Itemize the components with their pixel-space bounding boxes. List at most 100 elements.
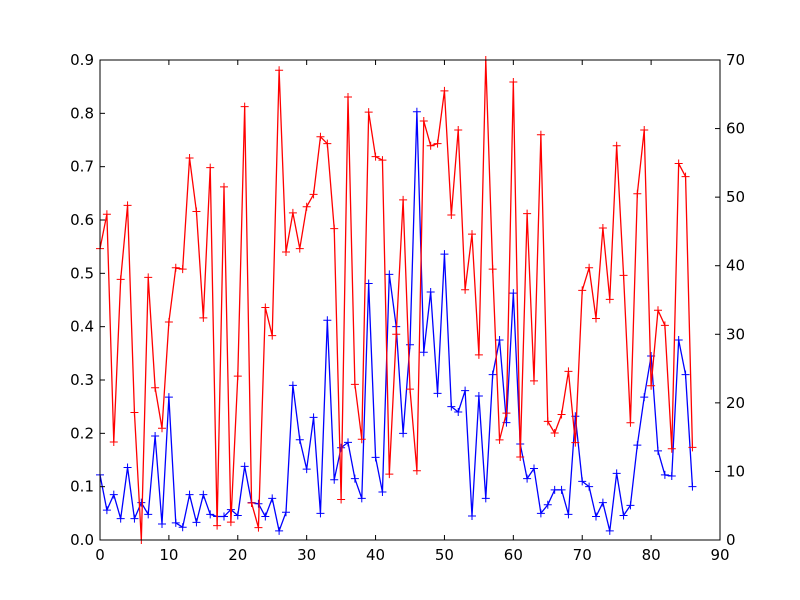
series-point-right (220, 182, 228, 191)
series-point-right (488, 265, 497, 274)
series-point-left (344, 438, 352, 447)
series-point-left (536, 509, 545, 518)
series-point-left (543, 500, 552, 509)
series-point-left (185, 490, 194, 499)
series-point-left (275, 526, 284, 535)
series-point-left (660, 470, 669, 479)
series-point-left (495, 336, 504, 344)
series-point-right (578, 286, 587, 295)
series-point-left (350, 474, 359, 483)
series-point-right (681, 172, 690, 181)
series-point-right (619, 271, 628, 280)
y-tick-label-right: 10 (726, 462, 745, 480)
series-point-left (426, 288, 435, 296)
series-point-right (426, 141, 435, 150)
x-tick-label: 90 (710, 546, 729, 564)
series-point-left (151, 432, 160, 440)
series-point-left (564, 510, 573, 519)
y-axis-right: 0 10 20 30 40 50 60 70 (715, 51, 745, 549)
series-point-left (192, 518, 201, 527)
series-point-left (130, 514, 139, 523)
series-point-left (461, 386, 470, 395)
series-point-right (612, 141, 621, 150)
y-tick-label-right: 60 (726, 120, 745, 138)
series-point-left (592, 512, 600, 521)
series-point-right (447, 210, 456, 219)
series-point-right (337, 495, 346, 504)
series-point-right (371, 152, 380, 161)
series-point-right (385, 470, 394, 479)
series-point-left (399, 429, 408, 438)
series-point-left (123, 463, 132, 472)
series-point-right (592, 314, 600, 323)
series-point-left (509, 289, 518, 298)
series-point-left (171, 518, 180, 527)
series-point-right (626, 418, 635, 427)
series-point-right (406, 385, 414, 394)
series-point-right (571, 438, 580, 447)
series-point-right (419, 117, 428, 126)
series-point-left (440, 250, 449, 259)
y-tick-label-left: 0.7 (70, 158, 94, 176)
series-point-right (116, 275, 125, 284)
series-point-left (268, 494, 277, 503)
series-point-right (557, 410, 566, 419)
series-point-right (688, 443, 697, 452)
x-tick-label: 40 (366, 546, 385, 564)
series-point-right (192, 207, 201, 216)
series-point-right (530, 376, 538, 385)
series-point-left (288, 381, 297, 390)
series-point-left (406, 340, 414, 349)
series-point-right (516, 453, 525, 462)
series-point-left (240, 462, 249, 471)
series-point-right (123, 201, 132, 210)
series-point-right (550, 429, 559, 438)
series-point-left (667, 472, 676, 480)
y-axis-left: 0.0 0.1 0.2 0.3 0.4 0.5 0.6 0.7 0.8 0.9 (70, 51, 105, 549)
series-point-right (316, 132, 325, 141)
series-point-right (330, 224, 339, 233)
series-point-left (454, 408, 463, 416)
series-point-right (282, 248, 290, 256)
series-point-right (240, 102, 249, 111)
series-point-right (654, 306, 662, 315)
series-point-right (261, 303, 270, 312)
series-point-right (674, 159, 683, 168)
series-point-right (633, 189, 642, 198)
series-point-right (109, 437, 118, 446)
series-point-right (536, 130, 545, 139)
series-point-left (261, 512, 270, 521)
series-point-left (330, 475, 339, 484)
y-tick-label-right: 70 (726, 51, 745, 69)
series-point-left (626, 501, 635, 510)
series-point-left (612, 469, 621, 478)
x-tick-label: 20 (228, 546, 247, 564)
x-tick-label: 50 (435, 546, 454, 564)
y-tick-label-left: 0.0 (70, 531, 94, 549)
series-point-right (185, 154, 194, 163)
series-point-left (206, 510, 215, 519)
series-point-right (564, 367, 573, 376)
series-point-left (557, 485, 566, 494)
x-tick-label: 30 (297, 546, 316, 564)
series-point-right (412, 466, 421, 475)
plot-background (100, 60, 720, 540)
series-point-right (647, 381, 656, 390)
series-point-left (316, 509, 325, 518)
series-point-right (640, 125, 649, 134)
series-point-left (233, 511, 242, 520)
series-point-left (254, 499, 263, 508)
series-point-left (433, 389, 442, 398)
series-point-right (199, 313, 208, 322)
series-point-right (130, 408, 139, 417)
y-tick-label-right: 40 (726, 257, 745, 275)
series-point-right (454, 125, 463, 134)
y-tick-label-right: 30 (726, 325, 745, 343)
series-point-right (226, 518, 235, 527)
series-point-left (681, 370, 690, 379)
series-point-right (605, 295, 614, 304)
series-point-right (302, 202, 311, 211)
series-point-left (419, 348, 428, 357)
series-point-left (220, 512, 228, 521)
y-tick-label-left: 0.2 (70, 424, 94, 442)
